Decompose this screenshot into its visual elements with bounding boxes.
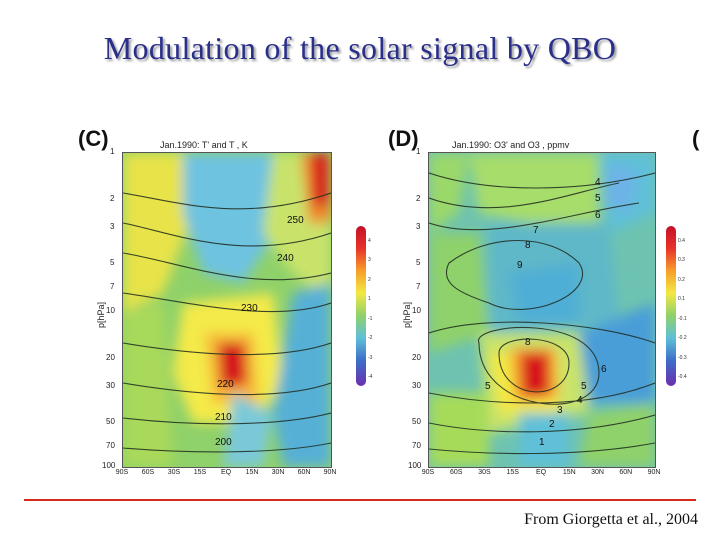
source-citation: From Giorgetta et al., 2004 — [524, 511, 698, 528]
contour-label-200: 200 — [215, 437, 232, 448]
slide-title: Modulation of the solar signal by QBO — [103, 30, 617, 66]
contour-label-d-6b: 6 — [601, 364, 607, 375]
x-tick-d: 15S — [506, 469, 519, 476]
contour-label-220: 220 — [217, 379, 234, 390]
y-tick-c: 7 — [110, 282, 115, 292]
colorbar-tick-c: 4 — [368, 238, 371, 244]
y-tick-d: 70 — [412, 440, 421, 450]
x-tick-c: 60S — [141, 469, 155, 476]
x-tick-c: 90S — [115, 469, 129, 476]
contour-label-d-8: 8 — [525, 240, 531, 251]
colorbar-tick-d: -0.2 — [678, 335, 687, 342]
panel-d-contour-plot: 4 5 6 7 8 9 8 6 5 5 4 3 2 1 — [428, 152, 656, 468]
contour-label-d-5: 5 — [595, 193, 601, 204]
y-tick-d: 10 — [412, 305, 421, 315]
colorbar-tick-c: -2 — [368, 335, 373, 342]
contour-label-d-8b: 8 — [525, 337, 531, 348]
contour-label-d-6: 6 — [595, 210, 601, 221]
y-tick-d: 30 — [412, 380, 421, 390]
panel-c-y-axis-label: p[hPa] — [96, 301, 106, 328]
panel-d-colorbar — [666, 226, 676, 386]
x-tick-d: 90N — [647, 469, 661, 476]
panel-c-contour-plot: 250 240 230 220 210 200 — [122, 152, 332, 468]
y-tick-d: 5 — [416, 258, 421, 268]
contour-label-d-5c: 5 — [485, 381, 491, 392]
y-tick-c: 1 — [110, 147, 115, 156]
x-tick-c: 30S — [167, 469, 181, 476]
y-tick-d: 20 — [412, 352, 421, 362]
contour-label-d-9: 9 — [517, 260, 523, 271]
colorbar-tick-d: -0.4 — [678, 374, 687, 380]
x-tick-c: 90N — [323, 469, 337, 476]
y-tick-c: 10 — [106, 305, 115, 315]
panel-d-svg: 4 5 6 7 8 9 8 6 5 5 4 3 2 1 — [429, 153, 655, 467]
x-tick-c: 60N — [297, 469, 311, 476]
x-tick-d: 15N — [562, 469, 576, 476]
x-tick-c: 15N — [245, 469, 259, 476]
colorbar-tick-c: 2 — [368, 276, 371, 283]
y-tick-c: 30 — [106, 380, 115, 390]
colorbar-tick-c: -1 — [368, 315, 373, 322]
panel-d-label: (D) — [388, 126, 419, 151]
colorbar-tick-c: 1 — [368, 296, 371, 303]
contour-label-d-4b: 4 — [577, 395, 583, 406]
contour-label-d-7: 7 — [533, 225, 539, 236]
colorbar-tick-d: -0.1 — [678, 315, 687, 322]
x-tick-d: 30N — [591, 469, 604, 476]
colorbar-tick-c: -3 — [368, 354, 373, 361]
contour-label-d-2: 2 — [549, 419, 555, 430]
colorbar-tick-d: -0.3 — [678, 354, 687, 361]
contour-label-210: 210 — [215, 412, 232, 423]
y-tick-c: 50 — [106, 417, 115, 427]
panel-c-colorbar — [356, 226, 366, 386]
colorbar-tick-d: 0.4 — [678, 238, 685, 244]
colorbar-tick-d: 0.2 — [678, 276, 685, 283]
x-tick-c: EQ — [220, 469, 232, 476]
x-tick-d: 60N — [619, 469, 633, 476]
x-tick-c: 30N — [271, 469, 285, 476]
contour-label-d-5b: 5 — [581, 381, 587, 392]
y-tick-d: 100 — [408, 461, 422, 470]
x-tick-c: 15S — [193, 469, 207, 476]
panel-c-caption: Jan.1990: T' and T , K — [160, 140, 248, 150]
y-tick-c: 70 — [106, 440, 115, 450]
y-tick-d: 50 — [412, 417, 421, 427]
contour-label-230: 230 — [241, 303, 258, 314]
panel-d-caption: Jan.1990: O3' and O3 , ppmv — [452, 140, 570, 150]
contour-label-240: 240 — [277, 253, 294, 264]
y-tick-d: 1 — [416, 147, 421, 156]
contour-label-250: 250 — [287, 215, 304, 226]
contour-label-d-1: 1 — [539, 437, 545, 448]
y-tick-d: 7 — [416, 282, 421, 292]
panel-c-label: (C) — [78, 126, 109, 151]
x-tick-d: 30S — [478, 469, 491, 476]
y-tick-d: 2 — [416, 194, 421, 204]
contour-label-d-3: 3 — [557, 405, 563, 416]
x-tick-d: EQ — [535, 469, 547, 476]
partial-panel-label: ( — [692, 126, 700, 151]
colorbar-tick-d: 0.1 — [678, 296, 685, 303]
colorbar-tick-c: 3 — [368, 257, 371, 264]
colorbar-tick-d: 0.3 — [678, 257, 685, 264]
x-tick-d: 90S — [421, 469, 435, 476]
y-tick-d: 3 — [416, 222, 421, 232]
colorbar-tick-c: -4 — [368, 374, 373, 380]
y-tick-c: 100 — [102, 461, 116, 470]
contour-label-d-4: 4 — [595, 177, 601, 188]
footer-divider — [24, 499, 696, 501]
y-tick-c: 5 — [110, 258, 115, 268]
x-tick-d: 60S — [450, 469, 463, 476]
panel-c-svg: 250 240 230 220 210 200 — [123, 153, 331, 467]
y-tick-c: 3 — [110, 222, 115, 232]
y-tick-c: 20 — [106, 352, 115, 362]
panel-d-y-axis-label: p[hPa] — [402, 301, 412, 328]
y-tick-c: 2 — [110, 194, 115, 204]
